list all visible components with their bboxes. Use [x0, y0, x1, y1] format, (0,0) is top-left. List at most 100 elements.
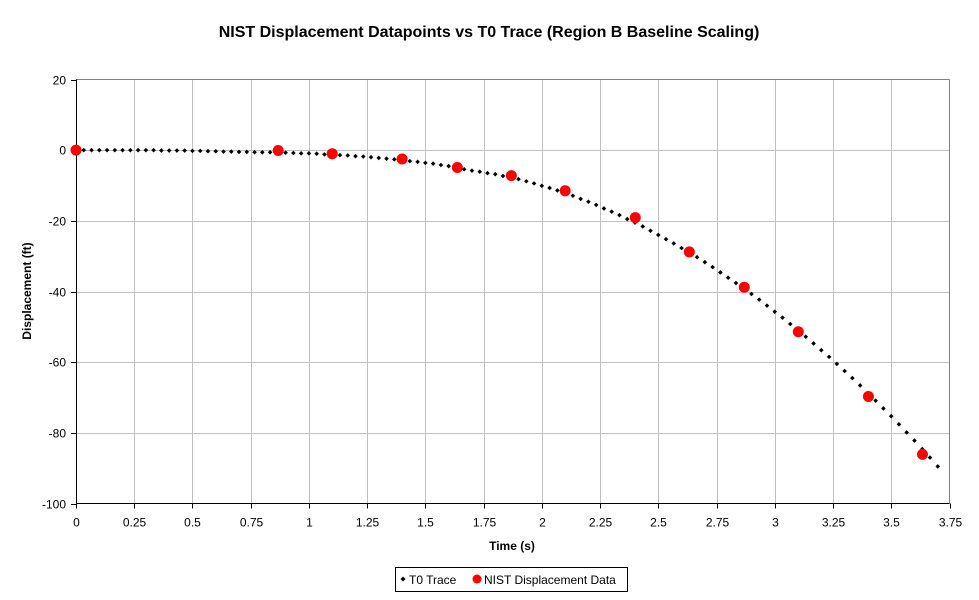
t0-trace-point — [811, 341, 816, 346]
t0-trace-point — [392, 157, 397, 162]
t0-trace-point — [469, 168, 475, 173]
t0-trace-point — [120, 147, 125, 153]
t0-trace-point — [655, 232, 661, 238]
t0-trace-point — [244, 149, 250, 155]
t0-trace-point — [143, 147, 149, 153]
t0-trace-point — [197, 148, 203, 154]
y-tick-label: 0 — [59, 144, 66, 158]
y-axis-title: Displacement (ft) — [20, 242, 34, 339]
t0-trace-point — [725, 275, 731, 281]
legend: T0 Trace NIST Displacement Data — [395, 567, 628, 592]
t0-trace-point — [803, 334, 809, 340]
nist-data-point — [451, 161, 463, 173]
nist-data-point — [629, 212, 641, 224]
t0-trace-point — [710, 264, 715, 270]
t0-trace-point — [128, 147, 133, 153]
t0-trace-point — [291, 150, 296, 156]
y-tick-label: 20 — [53, 74, 67, 88]
t0-trace-point — [834, 361, 840, 367]
t0-trace-point — [337, 152, 343, 158]
t0-trace-point — [260, 149, 265, 155]
t0-trace-point — [694, 254, 700, 260]
t0-trace-point — [888, 413, 894, 419]
t0-trace-point — [679, 245, 684, 251]
t0-trace-point — [617, 212, 622, 218]
legend-label-t0-trace: T0 Trace — [409, 573, 457, 587]
x-tick-label: 0.5 — [184, 516, 201, 530]
t0-trace-point — [749, 291, 754, 297]
series-nist-displacement-data — [70, 144, 928, 460]
t0-trace-point — [96, 147, 102, 153]
t0-trace-point — [586, 199, 591, 205]
x-tick-label: 1 — [306, 516, 313, 530]
t0-trace-point — [819, 347, 824, 353]
nist-data-point — [505, 170, 517, 182]
t0-trace-point — [857, 383, 863, 388]
t0-trace-point — [267, 149, 273, 155]
plot-frame — [76, 79, 950, 504]
t0-trace-point — [477, 169, 483, 175]
t0-trace-point — [228, 149, 234, 154]
legend-box — [395, 567, 628, 592]
t0-trace-point — [842, 368, 847, 374]
t0-trace-point — [555, 188, 560, 193]
y-ticks: 20 0 -20 -40 -60 -80 -100 — [42, 74, 76, 512]
nist-data-point — [792, 326, 804, 338]
t0-trace-point — [190, 148, 195, 154]
y-gridlines — [76, 150, 950, 434]
t0-trace-point — [205, 148, 211, 154]
legend-label-nist-displacement-data: NIST Displacement Data — [484, 573, 616, 587]
t0-trace-point — [523, 178, 529, 184]
t0-trace-point — [298, 151, 304, 156]
y-tick-label: -60 — [49, 356, 67, 370]
t0-trace-point — [648, 228, 653, 234]
t0-trace-point — [151, 147, 156, 153]
t0-trace-point — [904, 430, 910, 435]
t0-trace-point — [252, 149, 257, 155]
x-tick-label: 3.25 — [822, 516, 846, 530]
x-tick-label: 3.5 — [883, 516, 900, 530]
t0-trace-point — [368, 154, 374, 160]
t0-trace-point — [663, 236, 669, 242]
t0-trace-point — [407, 158, 413, 164]
nist-data-point — [272, 145, 284, 157]
legend-marker-t0-trace — [400, 576, 406, 582]
t0-trace-point — [166, 148, 172, 153]
y-tick-label: -20 — [49, 215, 67, 229]
t0-trace-point — [531, 181, 537, 186]
nist-data-point — [326, 148, 338, 160]
y-tick-label: -100 — [42, 498, 66, 512]
t0-trace-point — [283, 150, 288, 155]
t0-trace-point — [446, 163, 451, 169]
t0-trace-point — [314, 151, 319, 156]
t0-trace-point — [174, 148, 180, 153]
chart-title: NIST Displacement Datapoints vs T0 Trace… — [219, 24, 760, 41]
t0-trace-point — [376, 155, 382, 161]
x-tick-label: 0 — [73, 516, 80, 530]
t0-trace-point — [787, 321, 793, 327]
t0-trace-point — [702, 259, 708, 265]
t0-trace-point — [461, 166, 467, 172]
t0-trace-point — [236, 149, 242, 155]
t0-trace-point — [640, 224, 646, 229]
t0-trace-point — [593, 202, 599, 208]
t0-trace-point — [772, 309, 778, 314]
t0-trace-point — [384, 156, 389, 161]
x-tick-label: 2.75 — [706, 516, 730, 530]
t0-trace-point — [609, 209, 614, 214]
x-tick-label: 3.75 — [939, 516, 963, 530]
t0-trace-point — [221, 149, 226, 154]
x-tick-label: 3 — [772, 516, 779, 530]
t0-trace-point — [826, 354, 832, 360]
x-tick-label: 2 — [539, 516, 546, 530]
t0-trace-point — [485, 170, 490, 176]
x-tick-label: 0.75 — [240, 516, 264, 530]
t0-trace-point — [516, 176, 521, 182]
t0-trace-point — [718, 270, 723, 275]
t0-trace-point — [935, 464, 941, 469]
t0-trace-point — [213, 148, 219, 154]
t0-trace-point — [360, 154, 366, 159]
nist-data-point — [916, 448, 928, 460]
t0-trace-point — [104, 147, 110, 153]
